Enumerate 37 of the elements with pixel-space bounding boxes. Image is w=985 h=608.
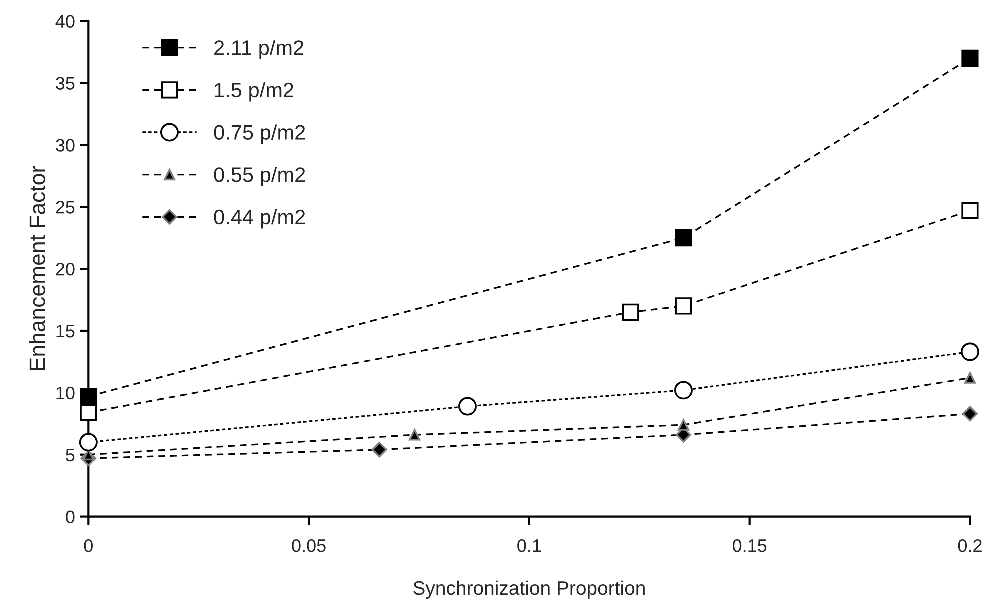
point <box>678 419 690 431</box>
legend-label: 0.75 p/m2 <box>214 124 306 144</box>
point <box>964 372 976 384</box>
x-tick-label: 0.05 <box>292 540 326 552</box>
point <box>372 442 388 458</box>
x-tick-label: 0.15 <box>732 540 767 552</box>
point <box>962 202 979 220</box>
legend-label: 2.11 p/m2 <box>214 40 304 60</box>
x-tick-label: 0.2 <box>958 540 982 552</box>
y-tick-label: 25 <box>56 201 75 214</box>
point <box>675 230 692 247</box>
point <box>458 397 477 416</box>
x-tick-label: 0.1 <box>518 540 542 552</box>
y-tick-label: 40 <box>56 15 75 28</box>
y-tick-label: 15 <box>56 325 75 338</box>
point <box>962 50 979 67</box>
point <box>622 304 640 321</box>
y-tick-label: 30 <box>56 139 75 152</box>
y-tick-label: 5 <box>66 448 75 462</box>
point <box>80 388 98 406</box>
point <box>962 406 978 422</box>
legend-label: 0.44 p/m2 <box>214 209 306 229</box>
legend-label: 1.5 p/m2 <box>215 82 294 102</box>
point <box>674 381 693 400</box>
y-tick-label: 0 <box>66 510 75 524</box>
point <box>675 298 692 315</box>
x-tick-label: 0 <box>84 540 93 552</box>
legend-label: 0.55 p/m2 <box>214 167 306 186</box>
point <box>960 342 980 362</box>
y-tick-label: 10 <box>56 386 75 400</box>
point <box>409 429 421 441</box>
point <box>79 433 98 452</box>
y-tick-label: 35 <box>56 77 75 90</box>
point <box>80 404 98 422</box>
y-axis-title: Enhancement Factor <box>29 166 46 370</box>
y-tick-label: 20 <box>56 262 75 276</box>
x-axis-title: Synchronization Proportion <box>414 580 645 599</box>
